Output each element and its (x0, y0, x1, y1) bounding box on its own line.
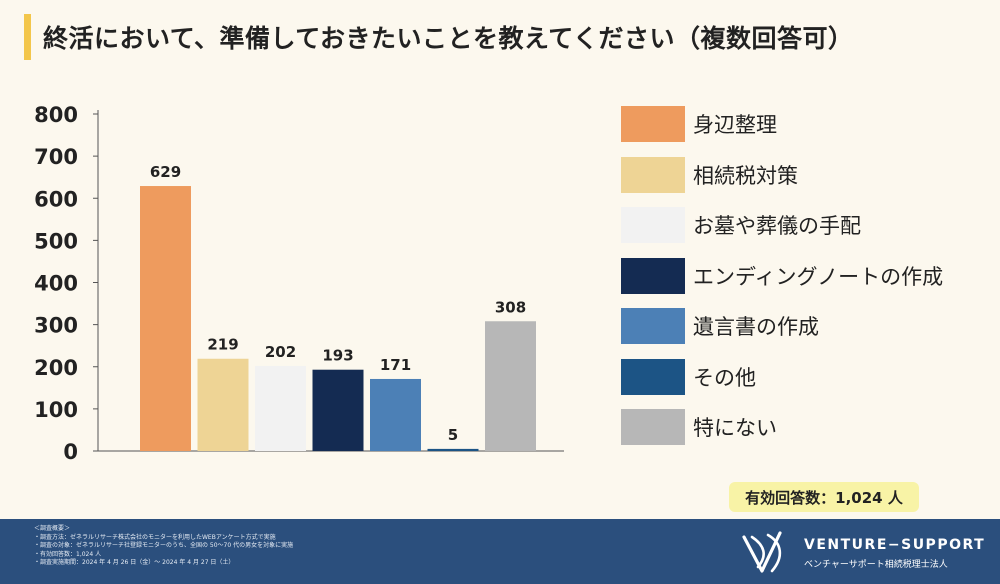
venture-support-logo-icon (742, 531, 782, 573)
bar (370, 378, 421, 451)
y-tick-label: 600 (34, 187, 78, 211)
bar-chart: 0 100 200 300 400 500 600 700 800 629 219 202 193 17… (34, 103, 564, 464)
legend-swatch (621, 106, 685, 142)
legend-item: お墓や葬儀の手配 (621, 207, 861, 243)
legend-item: 身辺整理 (621, 106, 777, 142)
chart-title: 終活において、準備しておきたいことを教えてください（複数回答可） (43, 24, 854, 53)
legend-label: エンディングノートの作成 (693, 264, 944, 289)
legend-label: 相続税対策 (693, 163, 798, 188)
survey-note-line: ＜調査概要＞ (34, 525, 71, 532)
bar-value-label: 202 (265, 343, 296, 361)
bar (312, 369, 364, 451)
bar-value-labels: 629 219 202 193 171 5 308 (150, 163, 526, 444)
legend-label: 特にない (693, 416, 777, 440)
legend-swatch (621, 207, 685, 243)
legend-label: 遺言書の作成 (693, 315, 819, 339)
legend-swatch (621, 308, 685, 344)
bar-value-label: 219 (207, 336, 238, 354)
bar-value-label: 5 (448, 426, 458, 444)
y-tick-label: 300 (34, 314, 78, 338)
legend-swatch (621, 156, 685, 193)
bar (255, 365, 306, 451)
bar (485, 321, 536, 451)
brand: VENTURE−SUPPORT ベンチャーサポート相続税理士法人 (738, 527, 984, 577)
legend-item: その他 (621, 358, 756, 395)
y-tick-label: 700 (34, 145, 78, 169)
legend-swatch (621, 358, 685, 395)
legend-item: 相続税対策 (621, 156, 798, 193)
bar (197, 358, 249, 451)
survey-note-line: ・調査実施期間：2024 年 4 月 26 日（金）～ 2024 年 4 月 2… (34, 559, 235, 566)
y-tick-label: 100 (34, 398, 78, 422)
survey-note-line: ・調査の対象：ゼネラルリサーチ社登録モニターのうち、全国の 50～70 代の男女… (34, 542, 294, 549)
legend-label: お墓や葬儀の手配 (693, 214, 861, 238)
legend-label: 身辺整理 (693, 113, 777, 137)
legend-item: エンディングノートの作成 (621, 257, 944, 294)
bar-value-label: 629 (150, 163, 181, 181)
y-tick-label: 500 (34, 229, 78, 253)
bar (427, 448, 479, 451)
y-tick-label: 0 (63, 440, 78, 464)
legend-swatch (621, 409, 685, 445)
y-tick-label: 800 (34, 103, 78, 127)
bar (140, 186, 191, 451)
title-area: 終活において、準備しておきたいことを教えてください（複数回答可） (24, 14, 854, 60)
legend-swatch (621, 257, 685, 294)
legend-item: 遺言書の作成 (621, 308, 819, 344)
survey-notes: ＜調査概要＞ ・調査方法：ゼネラルリサーチ株式会社のモニターを利用したWEBアンケ… (34, 525, 293, 568)
brand-name: VENTURE−SUPPORT (804, 537, 986, 553)
legend-item: 特にない (621, 409, 777, 445)
bars (140, 186, 536, 451)
survey-note-line: ・有効回答数：1,024 人 (34, 550, 102, 558)
footer: ＜調査概要＞ ・調査方法：ゼネラルリサーチ株式会社のモニターを利用したWEBアンケ… (0, 519, 1000, 584)
bar-value-label: 171 (380, 356, 411, 374)
bar-value-label: 193 (322, 347, 353, 365)
y-tick-label: 200 (34, 356, 78, 380)
y-tick-label: 400 (34, 272, 78, 296)
survey-note-line: ・調査方法：ゼネラルリサーチ株式会社のモニターを利用したWEBアンケート方式で実… (34, 533, 276, 541)
total-responses-badge: 有効回答数：1,024 人 (729, 482, 919, 512)
legend-label: その他 (693, 365, 756, 390)
brand-subtitle: ベンチャーサポート相続税理士法人 (804, 560, 948, 570)
title-accent-bar (24, 14, 31, 60)
bar-value-label: 308 (495, 298, 526, 316)
